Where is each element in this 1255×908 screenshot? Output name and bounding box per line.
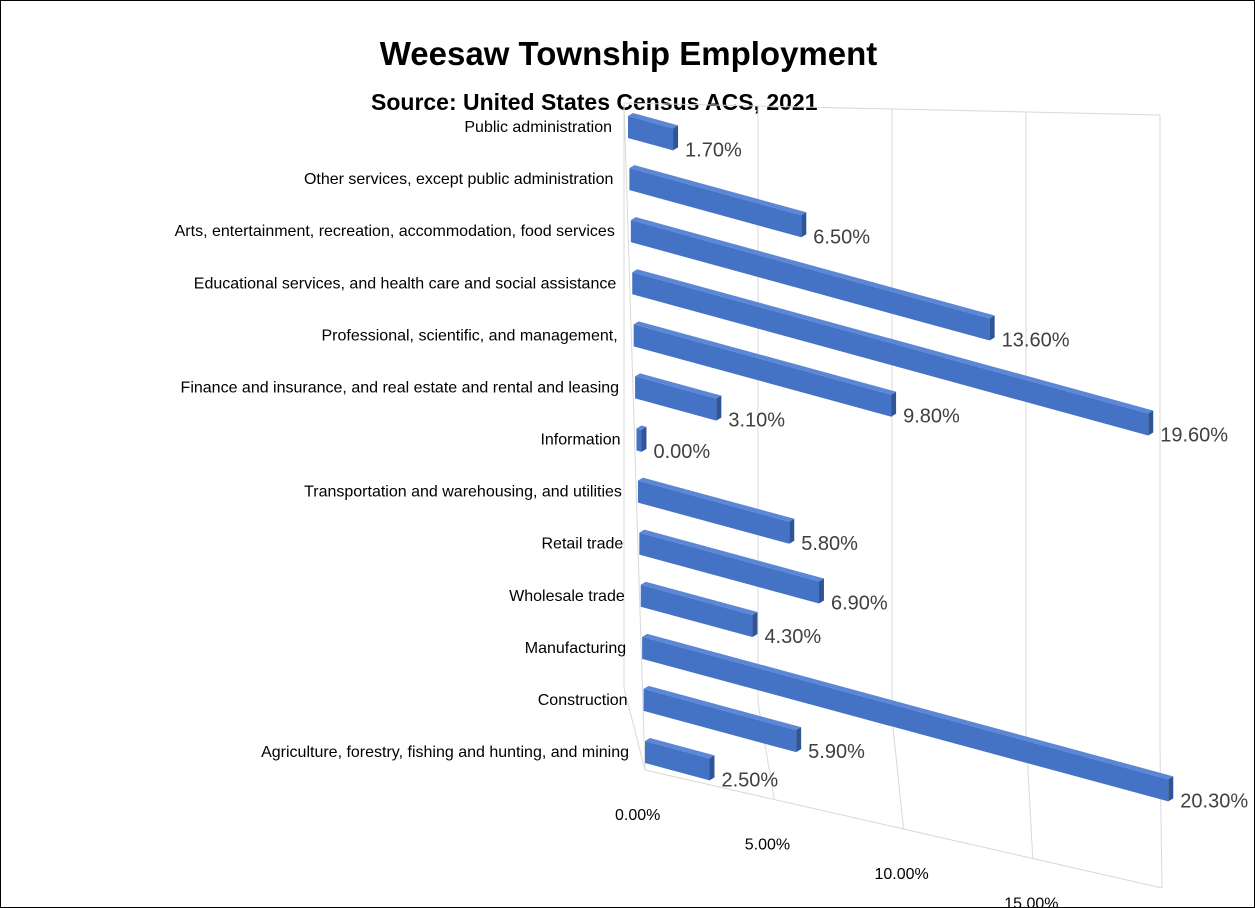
bar-front-face (630, 220, 990, 341)
bar-top-face (630, 217, 995, 319)
bar-end-face (1168, 776, 1174, 802)
bar-front-face (643, 688, 797, 753)
back-wall-top-edge (623, 102, 1161, 116)
data-label: 6.90% (831, 592, 888, 614)
bar (642, 633, 1174, 802)
bar-end-face (989, 315, 995, 341)
bar (633, 321, 897, 417)
bar-front-face (632, 272, 1149, 436)
category-label: Agriculture, forestry, fishing and hunti… (261, 744, 629, 761)
data-label: 1.70% (685, 139, 742, 161)
gridline-floor (891, 717, 904, 830)
category-label: Other services, except public administra… (304, 171, 613, 188)
bar-top-face (636, 425, 647, 430)
bar-top-face (640, 581, 758, 616)
x-tick-label: 0.00% (615, 807, 660, 824)
category-label: Transportation and warehousing, and util… (304, 484, 622, 501)
data-label: 20.30% (1180, 790, 1248, 812)
bar (632, 269, 1154, 436)
chart-title: Weesaw Township Employment (379, 35, 878, 72)
bar (636, 425, 647, 452)
bar-front-face (629, 168, 802, 238)
bar-front-face (628, 116, 674, 151)
chart-subtitle: Source: United States Census ACS, 2021 (371, 89, 818, 115)
bar-front-face (639, 532, 819, 604)
bar-end-face (891, 391, 897, 417)
data-label: 2.50% (722, 769, 779, 791)
bar-front-face (645, 741, 710, 781)
bar (643, 685, 802, 753)
bar-top-face (628, 113, 679, 129)
data-label: 3.10% (728, 410, 785, 432)
category-label: Manufacturing (525, 640, 626, 657)
bar-top-face (629, 165, 807, 216)
category-label: Retail trade (542, 536, 624, 553)
category-label: Information (540, 432, 620, 449)
gridline-floor (623, 687, 646, 771)
category-label: Construction (538, 692, 628, 709)
data-label: 5.80% (801, 533, 858, 555)
bar-top-face (645, 738, 715, 759)
bar (630, 217, 995, 341)
bar-front-face (640, 584, 753, 638)
bar-top-face (632, 269, 1154, 414)
bar (640, 581, 758, 638)
category-label: Educational services, and health care an… (194, 275, 617, 292)
bar-top-face (639, 529, 824, 582)
bar (635, 373, 722, 421)
bar-top-face (633, 321, 897, 395)
category-label: Public administration (464, 119, 612, 136)
bar (629, 165, 807, 238)
bar-top-face (637, 477, 795, 522)
data-label: 6.50% (813, 226, 870, 248)
bar (628, 113, 679, 151)
category-labels: Public administration Other services, exc… (175, 119, 629, 761)
data-label: 5.90% (808, 741, 865, 763)
bar-front-face (633, 324, 892, 417)
bar-end-face (709, 755, 715, 781)
x-tick-label: 10.00% (875, 866, 929, 883)
bar (639, 529, 824, 604)
category-label: Finance and insurance, and real estate a… (181, 379, 620, 396)
data-label: 19.60% (1160, 424, 1228, 446)
bar (645, 738, 715, 781)
bar-end-face (801, 212, 807, 238)
category-label: Arts, entertainment, recreation, accommo… (175, 223, 615, 240)
side-wall-edge (623, 102, 646, 771)
x-tick-label: 15.00% (1004, 896, 1058, 908)
bar-end-face (641, 426, 647, 452)
floor-front-edge (644, 769, 1163, 889)
x-axis-ticks: 0.00%5.00%10.00%15.00%20.00% (615, 807, 1059, 908)
bar-end-face (1148, 410, 1154, 436)
data-label: 9.80% (903, 406, 960, 428)
bar-front-face (635, 376, 717, 421)
bar-end-face (796, 727, 802, 753)
bar-end-face (789, 518, 795, 544)
bar-end-face (673, 125, 679, 151)
x-tick-label: 5.00% (745, 837, 790, 854)
bar-front-face (642, 636, 1169, 802)
category-label: Professional, scientific, and management… (322, 327, 618, 344)
value-labels: 1.70% 6.50% 13.60% 19.60% 9.80% 3.10% 0.00% 5.8… (654, 139, 1249, 812)
category-label: Wholesale trade (509, 588, 625, 605)
gridline-floor (1159, 747, 1163, 889)
bar-front-face (637, 480, 790, 544)
bar-front-face (636, 428, 642, 452)
data-label: 4.30% (764, 626, 821, 648)
data-label: 0.00% (654, 441, 711, 463)
bars (628, 113, 1174, 802)
bar-top-face (635, 373, 722, 399)
bar-end-face (716, 395, 722, 421)
bar (637, 477, 795, 544)
bar-end-face (752, 612, 758, 638)
bar-top-face (643, 685, 802, 731)
bar-end-face (818, 578, 824, 604)
data-label: 13.60% (1002, 330, 1070, 352)
bar-top-face (642, 633, 1174, 780)
